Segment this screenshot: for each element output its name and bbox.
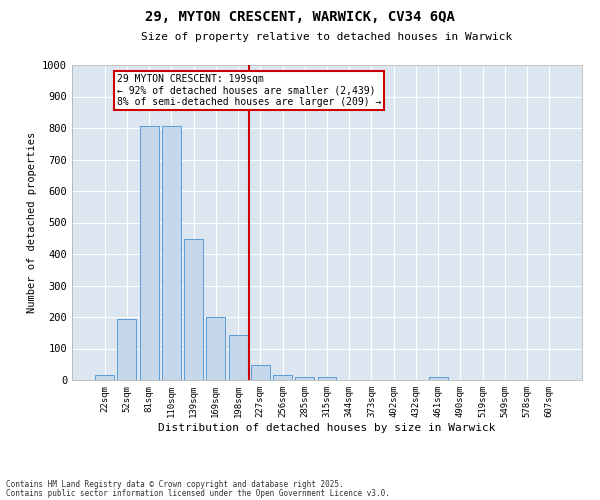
Bar <box>295 377 314 380</box>
Title: Size of property relative to detached houses in Warwick: Size of property relative to detached ho… <box>142 32 512 42</box>
Bar <box>140 126 158 380</box>
Y-axis label: Number of detached properties: Number of detached properties <box>26 132 37 313</box>
Bar <box>317 378 337 380</box>
Bar <box>273 376 292 380</box>
Bar <box>184 239 203 380</box>
Bar <box>118 318 136 380</box>
Text: 29, MYTON CRESCENT, WARWICK, CV34 6QA: 29, MYTON CRESCENT, WARWICK, CV34 6QA <box>145 10 455 24</box>
Bar <box>162 126 181 380</box>
Bar <box>429 378 448 380</box>
X-axis label: Distribution of detached houses by size in Warwick: Distribution of detached houses by size … <box>158 422 496 432</box>
Text: 29 MYTON CRESCENT: 199sqm
← 92% of detached houses are smaller (2,439)
8% of sem: 29 MYTON CRESCENT: 199sqm ← 92% of detac… <box>117 74 381 107</box>
Bar <box>95 374 114 380</box>
Text: Contains public sector information licensed under the Open Government Licence v3: Contains public sector information licen… <box>6 488 390 498</box>
Text: Contains HM Land Registry data © Crown copyright and database right 2025.: Contains HM Land Registry data © Crown c… <box>6 480 344 489</box>
Bar <box>206 317 225 380</box>
Bar <box>251 365 270 380</box>
Bar <box>229 335 248 380</box>
